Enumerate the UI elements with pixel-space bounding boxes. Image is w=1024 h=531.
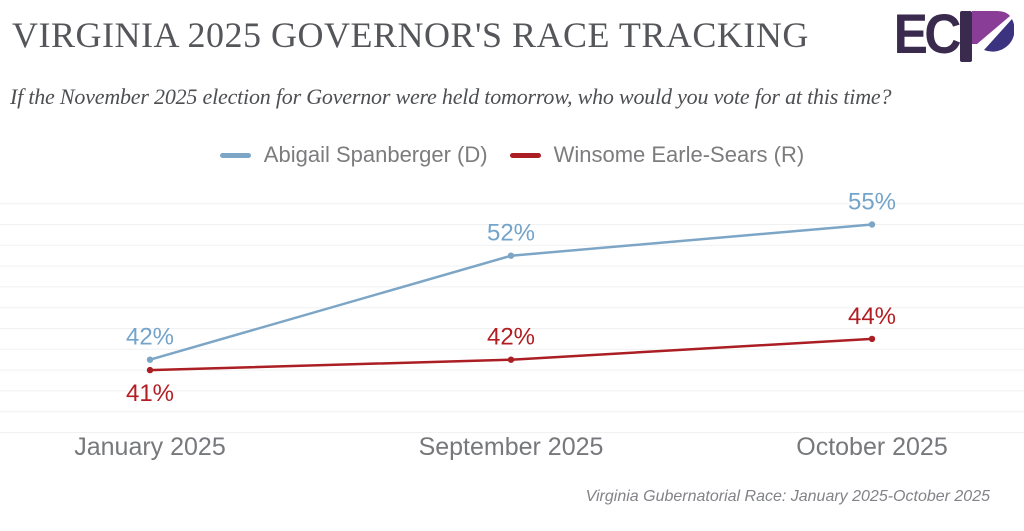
legend-item-spanberger: Abigail Spanberger (D) — [219, 142, 488, 168]
data-label: 55% — [848, 189, 896, 216]
ecp-logo-letters: EC — [893, 2, 962, 65]
x-axis-label-january: January 2025 — [74, 433, 226, 461]
data-label: 42% — [126, 324, 174, 351]
x-axis-label-october: October 2025 — [796, 433, 948, 461]
legend-label-spanberger: Abigail Spanberger (D) — [263, 142, 488, 167]
legend-item-earle-sears: Winsome Earle-Sears (R) — [509, 142, 805, 168]
page-title: VIRGINIA 2025 GOVERNOR'S RACE TRACKING — [12, 15, 809, 55]
data-label: 42% — [487, 324, 535, 351]
x-axis-label-september: September 2025 — [418, 433, 604, 461]
data-point — [146, 356, 154, 363]
ecp-logo: EC — [888, 6, 1014, 63]
data-label: 41% — [126, 380, 174, 407]
data-point — [146, 366, 154, 374]
data-point — [868, 221, 876, 228]
data-point — [868, 335, 876, 343]
chart-legend: Abigail Spanberger (D) Winsome Earle-Sea… — [0, 142, 1024, 168]
source-note: Virginia Gubernatorial Race: January 202… — [585, 488, 990, 505]
data-point — [507, 252, 515, 259]
data-point — [507, 356, 515, 363]
legend-label-earle-sears: Winsome Earle-Sears (R) — [553, 142, 805, 167]
survey-question: If the November 2025 election for Govern… — [10, 84, 892, 109]
ecp-logo-p-icon — [960, 11, 1014, 62]
data-label: 52% — [487, 220, 535, 247]
line-chart: 42% 52% 55% 41% 42% 44% — [0, 189, 1024, 433]
legend-swatch-earle-sears — [509, 152, 541, 158]
data-label: 44% — [848, 303, 896, 330]
legend-swatch-spanberger — [219, 152, 251, 158]
